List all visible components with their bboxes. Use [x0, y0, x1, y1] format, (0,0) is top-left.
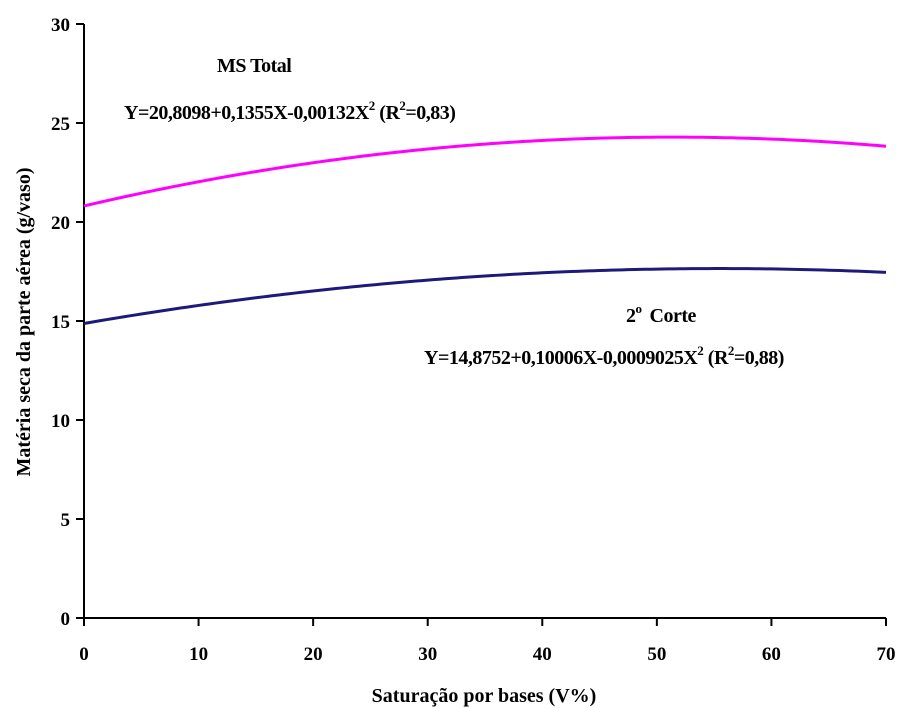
y-tick-label: 10 [51, 411, 70, 432]
y-tick-label: 20 [51, 213, 70, 234]
x-tick-label: 30 [418, 644, 437, 665]
equation-2-corte-prefix: Y=14,8752+0,10006X-0,0009025X [424, 347, 698, 369]
y-axis-title: Matéria seca da parte aérea (g/vaso) [13, 168, 35, 477]
y-tick-label: 0 [61, 609, 71, 630]
equation-2-corte: Y=14,8752+0,10006X-0,0009025X2 (R2=0,88) [424, 343, 784, 369]
x-tick-label: 20 [304, 644, 323, 665]
series-label-2-corte-prefix: 2 [626, 305, 636, 327]
plot-area: 0 5 10 15 20 25 30 0 10 20 30 40 50 60 70 [51, 15, 896, 665]
equation-ms-total-suffix: =0,83) [405, 102, 455, 124]
x-axis-title: Saturação por bases (V%) [372, 685, 597, 707]
series-label-2-corte: 2o Corte [626, 301, 696, 327]
y-tick-label: 30 [51, 15, 70, 36]
series-line-2-corte [83, 267, 887, 325]
x-tick-label: 0 [79, 644, 89, 665]
equation-2-corte-suffix: =0,88) [734, 347, 784, 369]
x-tick-label: 40 [533, 644, 552, 665]
series-label-2-corte-name: Corte [650, 305, 697, 327]
equation-ms-total-exp: 2 [369, 98, 375, 113]
y-tick-label: 5 [61, 510, 71, 531]
x-tick-label: 10 [189, 644, 208, 665]
equation-ms-total-r-exp: 2 [399, 98, 405, 113]
equation-ms-total-prefix: Y=20,8098+0,1355X-0,00132X [124, 102, 370, 124]
x-tick-label: 70 [877, 644, 896, 665]
equation-2-corte-r-exp: 2 [728, 343, 734, 358]
equation-2-corte-mid: (R [703, 347, 729, 369]
equation-ms-total: Y=20,8098+0,1355X-0,00132X2 (R2=0,83) [124, 98, 455, 124]
y-tick-label: 25 [51, 114, 70, 135]
equation-ms-total-mid: (R [375, 102, 401, 124]
x-tick-label: 50 [647, 644, 666, 665]
equation-2-corte-exp: 2 [697, 343, 703, 358]
x-tick-label: 60 [762, 644, 781, 665]
series-line-ms-total [83, 135, 887, 208]
series-label-2-corte-sup: o [636, 301, 642, 316]
y-tick-label: 15 [51, 312, 70, 333]
series-label-ms-total: MS Total [217, 55, 292, 77]
